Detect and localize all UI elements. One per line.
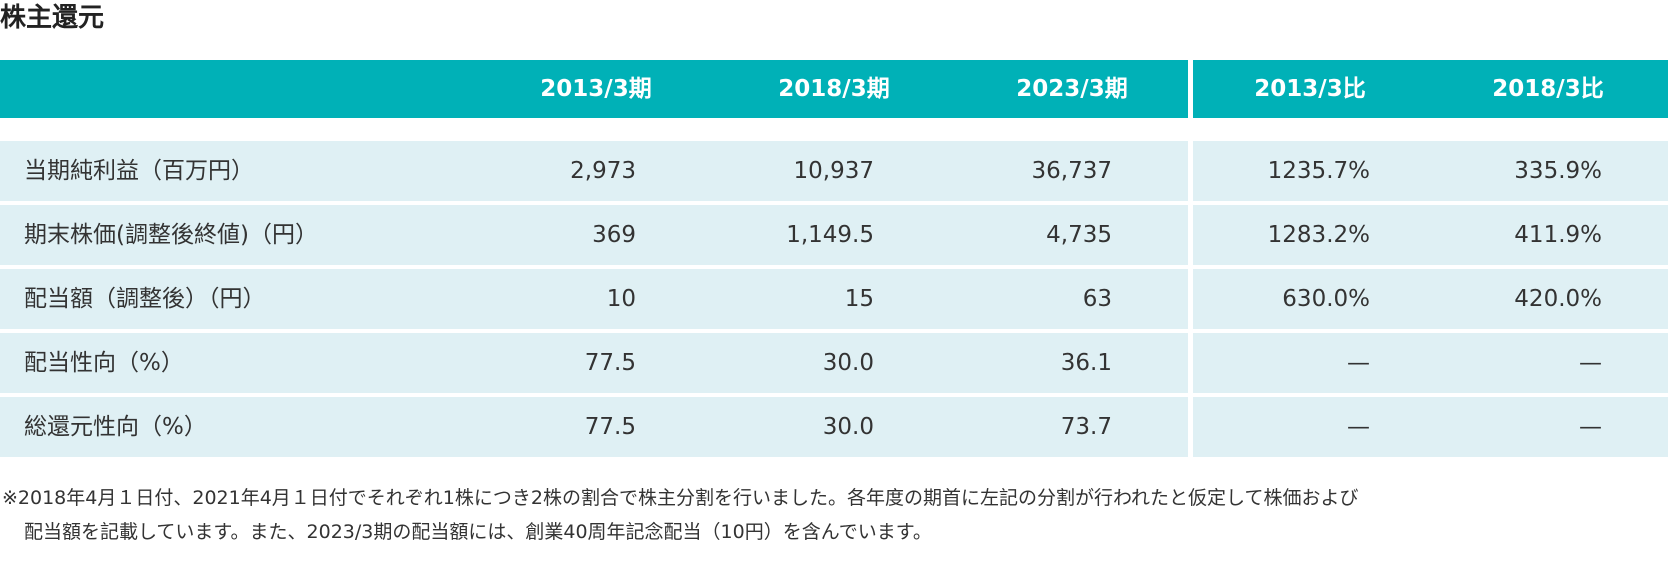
cell-2013-3: 77.5 (584, 414, 636, 440)
footnote-line-1: ※2018年4月１日付、2021年4月１日付でそれぞれ1株につき2株の割合で株主… (2, 487, 1359, 509)
cell-2013-3-ratio: 1283.2% (1267, 222, 1370, 248)
footnote: ※2018年4月１日付、2021年4月１日付でそれぞれ1株につき2株の割合で株主… (2, 481, 1662, 549)
cell-2018-3: 10,937 (793, 158, 874, 184)
row-label: 期末株価(調整後終値)（円） (24, 222, 318, 248)
cell-2018-3-ratio: 335.9% (1514, 158, 1602, 184)
column-header-2018-3-ratio: 2018/3比 (1492, 76, 1604, 102)
cell-2018-3: 1,149.5 (786, 222, 874, 248)
table-header (0, 60, 1668, 118)
cell-2023-3: 36.1 (1060, 350, 1112, 376)
row-label: 当期純利益（百万円） (24, 158, 254, 184)
row-label: 配当額（調整後）（円） (24, 286, 266, 312)
cell-2013-3: 369 (592, 222, 636, 248)
column-header-2013-3-ratio: 2013/3比 (1254, 76, 1366, 102)
cell-2013-3: 10 (606, 286, 636, 312)
header-divider (1188, 60, 1193, 118)
cell-2013-3-ratio: — (1347, 414, 1370, 440)
cell-2018-3-ratio: 420.0% (1514, 286, 1602, 312)
cell-2013-3-ratio: 630.0% (1282, 286, 1370, 312)
cell-2018-3-ratio: — (1579, 350, 1602, 376)
footnote-line-2: 配当額を記載しています。また、2023/3期の配当額には、創業40周年記念配当（… (24, 521, 932, 543)
table-row: 期末株価(調整後終値)（円） 369 1,149.5 4,735 1283.2%… (0, 205, 1668, 265)
cell-2018-3-ratio: — (1579, 414, 1602, 440)
row-label: 配当性向（%） (24, 350, 184, 376)
column-header-2023-3: 2023/3期 (1016, 76, 1128, 102)
table-row: 配当性向（%） 77.5 30.0 36.1 — — (0, 333, 1668, 393)
table-row: 配当額（調整後）（円） 10 15 63 630.0% 420.0% (0, 269, 1668, 329)
page-title: 株主還元 (0, 3, 105, 33)
cell-2018-3: 15 (844, 286, 874, 312)
cell-2018-3-ratio: 411.9% (1514, 222, 1602, 248)
cell-2023-3: 36,737 (1031, 158, 1112, 184)
cell-2018-3: 30.0 (822, 350, 874, 376)
cell-2023-3: 4,735 (1046, 222, 1112, 248)
cell-2013-3-ratio: 1235.7% (1267, 158, 1370, 184)
cell-2013-3: 77.5 (584, 350, 636, 376)
cell-2018-3: 30.0 (822, 414, 874, 440)
cell-2013-3-ratio: — (1347, 350, 1370, 376)
table-row: 当期純利益（百万円） 2,973 10,937 36,737 1235.7% 3… (0, 141, 1668, 201)
row-label: 総還元性向（%） (24, 414, 207, 440)
column-header-2018-3: 2018/3期 (778, 76, 890, 102)
cell-2023-3: 63 (1082, 286, 1112, 312)
table-row: 総還元性向（%） 77.5 30.0 73.7 — — (0, 397, 1668, 457)
cell-2023-3: 73.7 (1060, 414, 1112, 440)
column-header-2013-3: 2013/3期 (540, 76, 652, 102)
cell-2013-3: 2,973 (570, 158, 636, 184)
